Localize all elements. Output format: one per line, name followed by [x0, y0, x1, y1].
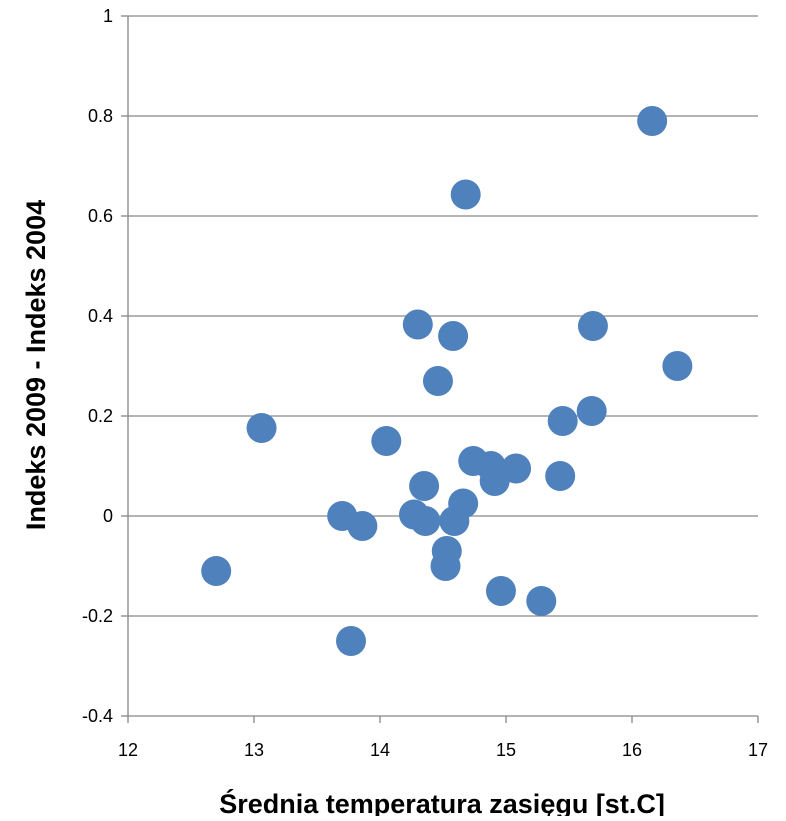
data-point: [422, 366, 453, 396]
y-tick-label: 0.4: [88, 306, 113, 326]
gridlines: [128, 15, 758, 617]
data-point: [547, 406, 578, 436]
data-point: [402, 309, 433, 340]
data-point: [576, 396, 607, 426]
data-point: [347, 511, 378, 541]
data-point: [448, 488, 479, 519]
tick-labels: -0.4 -0.2 0 0.2 0.4 0.6 0.8 1 12 13 14 15 16 17: [82, 6, 768, 760]
x-tick-label: 17: [748, 740, 768, 760]
y-tick-label: 0.8: [88, 106, 113, 126]
data-point: [577, 311, 608, 341]
data-points: [201, 106, 693, 656]
data-point: [545, 461, 576, 491]
y-tick-label: -0.2: [82, 606, 113, 626]
data-point: [409, 471, 440, 501]
y-tick-label: 0.2: [88, 406, 113, 426]
x-axis-title: Średnia temperatura zasięgu [st.C]: [219, 788, 665, 816]
data-point: [431, 536, 462, 566]
axes: [121, 15, 759, 723]
data-point: [637, 106, 668, 136]
data-point: [410, 506, 441, 536]
data-point: [662, 351, 693, 381]
y-tick-label: -0.4: [82, 706, 113, 726]
data-point: [371, 426, 402, 456]
x-tick-label: 15: [496, 740, 516, 760]
data-point: [526, 586, 557, 616]
x-tick-label: 12: [118, 740, 138, 760]
y-tick-label: 0.6: [88, 206, 113, 226]
y-axis-title: Indeks 2009 - Indeks 2004: [21, 200, 51, 530]
x-tick-label: 16: [622, 740, 642, 760]
x-tick-label: 13: [244, 740, 264, 760]
data-point: [336, 626, 367, 656]
data-point: [450, 179, 481, 210]
y-tick-label: 1: [103, 6, 113, 26]
data-point: [438, 321, 469, 351]
y-tick-label: 0: [103, 506, 113, 526]
data-point: [501, 453, 532, 484]
x-tick-label: 14: [370, 740, 390, 760]
data-point: [485, 576, 516, 606]
data-point: [201, 556, 232, 586]
data-point: [246, 413, 277, 443]
